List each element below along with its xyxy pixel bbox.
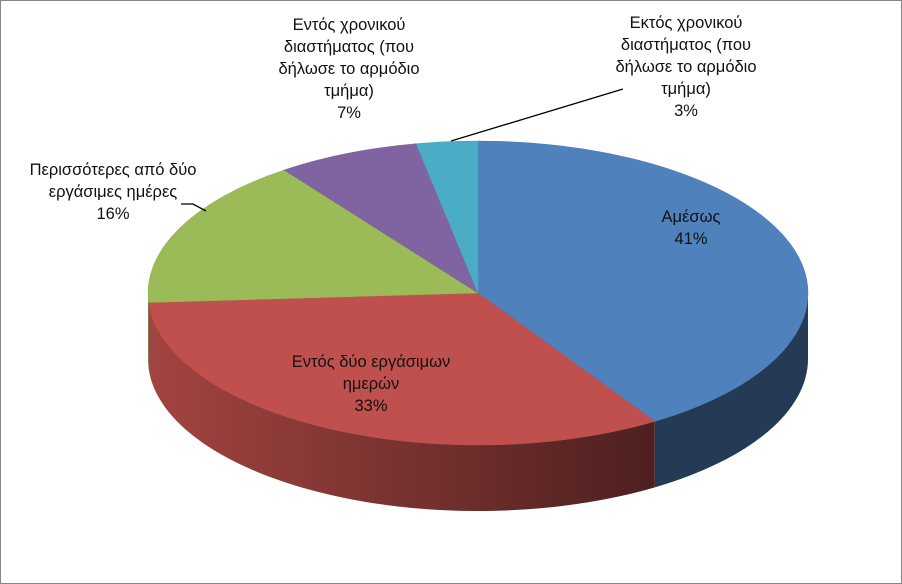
label-box: Εκτός χρονικού διαστήματος (που δήλωσε τ…	[606, 12, 766, 122]
slice-label: Εκτός χρονικού διαστήματος (που δήλωσε τ…	[606, 12, 766, 122]
label-box: Αμέσως 41%	[621, 206, 761, 250]
label-box: Εντός δύο εργάσιμων ημερών 33%	[284, 351, 459, 417]
label-box: Εντός χρονικού διαστήματος (που δήλωσε τ…	[264, 14, 434, 124]
value-label: 41%	[674, 230, 708, 248]
slice-side	[148, 293, 149, 369]
slice-side	[148, 302, 655, 511]
pie-tops	[147, 140, 809, 446]
category-label: Περισσότερες από δύο εργάσιμες ημέρες	[29, 161, 197, 201]
slice-label: Περισσότερες από δύο εργάσιμες ημέρες 16%	[27, 159, 199, 225]
pie-sides	[148, 293, 808, 511]
labels: Αμέσως 41% Εντός δύο εργάσιμων ημερών 33% Πε…	[27, 12, 766, 417]
value-label: 7%	[337, 104, 361, 122]
slice-side	[654, 293, 808, 488]
slice	[147, 169, 479, 303]
category-label: Αμέσως	[661, 208, 721, 226]
value-label: 33%	[354, 397, 388, 415]
category-label: Εκτός χρονικού διαστήματος (που δήλωσε τ…	[615, 14, 757, 98]
category-label: Εντός δύο εργάσιμων ημερών	[291, 353, 451, 393]
leader-line	[450, 88, 624, 142]
slice-label: Εντός χρονικού διαστήματος (που δήλωσε τ…	[264, 14, 434, 124]
leader-line	[181, 203, 207, 212]
slice	[477, 140, 809, 422]
slice	[415, 140, 479, 294]
value-label: 3%	[674, 102, 698, 120]
slice	[148, 292, 656, 446]
slice	[283, 143, 479, 294]
value-label: 16%	[96, 205, 130, 223]
slice-label: Εντός δύο εργάσιμων ημερών 33%	[284, 351, 459, 417]
slice-label: Αμέσως 41%	[621, 206, 761, 250]
label-box: Περισσότερες από δύο εργάσιμες ημέρες 16%	[27, 159, 199, 225]
category-label: Εντός χρονικού διαστήματος (που δήλωσε τ…	[278, 16, 420, 100]
